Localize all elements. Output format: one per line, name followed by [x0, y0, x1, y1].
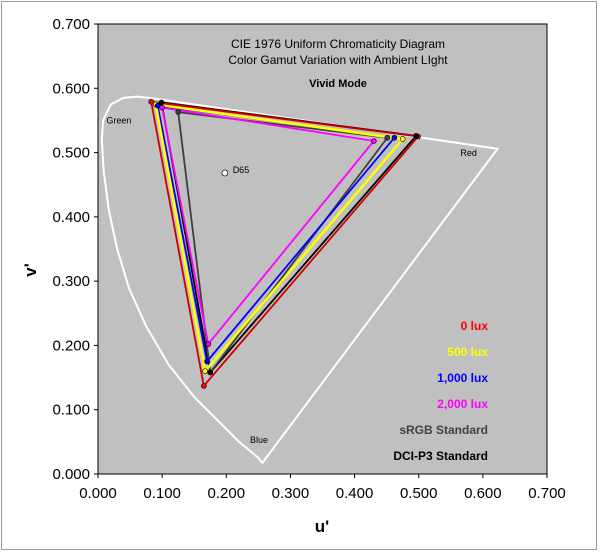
- gamut-vertex-3-0: [371, 138, 377, 144]
- legend-entry-2: 1,000 lux: [437, 371, 488, 385]
- legend-entry-5: DCI-P3 Standard: [393, 449, 488, 463]
- annotation-green: Green: [106, 116, 131, 126]
- y-tick-label: 0.700: [52, 16, 90, 33]
- white-point-marker: [221, 169, 229, 177]
- gamut-vertex-4-0: [384, 134, 391, 141]
- x-tick-label: 0.400: [336, 485, 374, 502]
- gamut-vertex-layer: [148, 98, 421, 389]
- gamut-vertex-0-2: [201, 383, 207, 389]
- y-tick-label: 0.100: [52, 402, 90, 419]
- y-tick-label: 0.000: [52, 466, 90, 483]
- gamut-triangle-3: [160, 106, 376, 347]
- gamut-triangle-0: [150, 100, 420, 388]
- gamut-vertex-1-2: [202, 368, 208, 374]
- x-tick-label: 0.200: [208, 485, 246, 502]
- gamut-vertex-3-2: [205, 341, 212, 347]
- x-tick-label: 0.500: [400, 485, 438, 502]
- x-tick-label: 0.000: [79, 485, 117, 502]
- gamut-triangle-4: [177, 111, 389, 375]
- annotation-layer: Green Red Blue D65: [106, 116, 477, 445]
- annotation-d65: D65: [233, 165, 250, 175]
- legend-entry-1: 500 lux: [447, 345, 488, 359]
- y-tick-label: 0.400: [52, 209, 90, 226]
- spectral-locus-layer: [100, 95, 500, 464]
- legend-entry-3: 2,000 lux: [437, 397, 488, 411]
- gamut-vertex-5-2: [207, 369, 214, 376]
- axis-ticks-layer: 0.000 0.100 0.200 0.300 0.400 0.500 0.600 0.700…: [52, 16, 565, 502]
- y-tick-label: 0.500: [52, 145, 90, 162]
- x-tick-label: 0.300: [272, 485, 310, 502]
- chart-title: CIE 1976 Uniform Chromaticity Diagram: [231, 37, 445, 51]
- gamut-series-layer: [150, 100, 420, 388]
- gamut-vertex-2-0: [391, 134, 398, 141]
- gamut-vertex-0-1: [148, 98, 155, 105]
- legend-entry-4: sRGB Standard: [399, 423, 488, 437]
- gamut-vertex-5-1: [158, 99, 165, 106]
- annotation-red: Red: [460, 148, 477, 158]
- annotation-blue: Blue: [250, 435, 268, 445]
- x-tick-label: 0.700: [528, 485, 566, 502]
- y-tick-label: 0.200: [52, 337, 90, 354]
- y-axis-title: v': [21, 263, 40, 277]
- gamut-vertex-4-1: [175, 109, 181, 115]
- y-tick-label: 0.600: [52, 80, 90, 97]
- x-axis-title: u': [315, 517, 329, 536]
- mode-label: Vivid Mode: [309, 78, 367, 90]
- y-tick-label: 0.300: [52, 273, 90, 290]
- gamut-vertex-3-1: [159, 104, 165, 111]
- gamut-vertex-5-0: [413, 133, 419, 139]
- spectral-locus-line: [100, 95, 500, 464]
- gamut-triangle-1: [154, 102, 406, 374]
- gamut-vertex-2-2: [204, 358, 210, 365]
- legend: 0 lux 500 lux 1,000 lux 2,000 lux sRGB Stand…: [393, 319, 488, 463]
- gamut-vertex-1-0: [399, 136, 406, 142]
- legend-entry-0: 0 lux: [461, 319, 489, 333]
- plot-area: [97, 23, 548, 475]
- chart-subtitle: Color Gamut Variation with Ambient LIght: [228, 53, 448, 67]
- x-tick-label: 0.600: [464, 485, 502, 502]
- x-tick-label: 0.100: [143, 485, 181, 502]
